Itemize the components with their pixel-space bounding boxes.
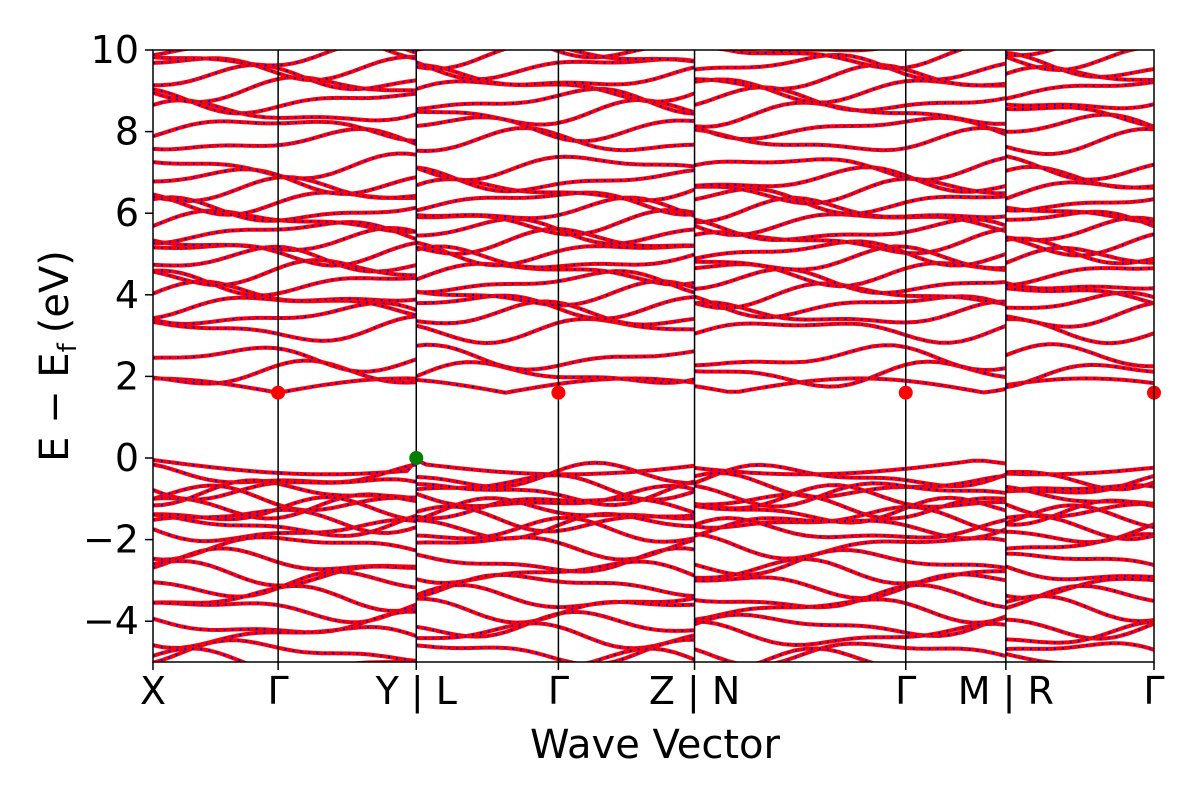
x-tick-label: Z | N [649, 669, 740, 714]
band-line-red [153, 125, 1154, 157]
y-axis-ticks: 10 8 6 4 2 0 −2 −4 [83, 28, 153, 643]
y-tick-label: −4 [83, 599, 139, 643]
band-line-blue [153, 315, 1154, 345]
band-line-blue [153, 237, 1154, 267]
band-line-red [153, 299, 1154, 329]
band-line-red [153, 112, 1154, 144]
x-tick-label: Γ [895, 669, 916, 713]
x-tick-label: X [140, 669, 166, 713]
band-line-blue [153, 259, 1154, 288]
band-line-red [153, 97, 1154, 129]
y-tick-label: 0 [115, 436, 139, 480]
band-line-red [153, 503, 1154, 536]
y-axis-label: E − Ef (eV) [32, 250, 83, 462]
band-line-red [153, 50, 1141, 73]
band-line-blue [153, 638, 1154, 662]
band-line-blue [153, 76, 1154, 104]
band-line-red [153, 511, 1154, 542]
y-tick-label: 10 [91, 28, 139, 72]
band-line-red [153, 279, 1154, 311]
band-line-red [153, 195, 1154, 225]
band-line-red [153, 531, 1154, 562]
band-line-red [153, 619, 1154, 651]
x-axis-ticks: X Γ Y | L Γ Z | N Γ M | R Γ [140, 662, 1165, 714]
band-line-red [153, 492, 1154, 521]
band-line-blue [153, 359, 1154, 389]
band-line-red [153, 342, 1154, 374]
y-tick-label: 2 [115, 354, 139, 398]
y-axis-label-main: E − E [32, 352, 78, 462]
band-line-blue [153, 187, 1154, 216]
y-tick-label: 8 [115, 110, 139, 154]
y-tick-label: −2 [83, 518, 139, 562]
band-line-red [153, 215, 1154, 246]
band-line-red [153, 50, 1154, 83]
band-lines [153, 50, 1154, 662]
band-line-red [153, 582, 1154, 613]
band-line-blue [153, 50, 1055, 60]
band-line-red [153, 515, 1154, 545]
x-tick-label: Y | L [375, 669, 457, 714]
vbm-marker [409, 451, 424, 465]
band-line-red [153, 175, 1154, 206]
band-line-red [153, 266, 1154, 298]
y-tick-label: 4 [115, 273, 139, 317]
cbm-marker [551, 385, 566, 400]
band-line-red [153, 470, 1154, 502]
x-tick-label: Γ [268, 669, 289, 713]
cbm-marker [271, 385, 286, 400]
high-symmetry-lines [277, 50, 1007, 662]
band-line-blue [153, 496, 1154, 526]
band-line-red [153, 290, 1154, 321]
band-edge-markers [271, 385, 1161, 465]
band-line-red [153, 208, 1154, 238]
y-axis-label-subscript: f [53, 342, 83, 352]
band-line-red [153, 478, 1154, 509]
x-tick-label: M | R [958, 669, 1054, 714]
band-line-red [153, 458, 1154, 477]
band-line-red [153, 314, 1154, 346]
y-axis-label-unit: (eV) [32, 250, 78, 333]
band-line-blue [153, 547, 1154, 576]
band-line-red [153, 50, 1058, 61]
band-line-blue [153, 86, 1154, 115]
band-line-blue [153, 152, 1154, 182]
x-tick-label: Γ [1143, 669, 1164, 713]
x-axis-label: Wave Vector [530, 722, 781, 768]
x-tick-label: Γ [548, 669, 569, 713]
band-line-red [153, 358, 1154, 390]
plot-frame [152, 49, 1155, 663]
y-tick-label: 6 [115, 191, 139, 235]
band-line-red [153, 244, 1154, 274]
band-line-red [153, 62, 1154, 92]
cbm-marker [898, 385, 913, 400]
